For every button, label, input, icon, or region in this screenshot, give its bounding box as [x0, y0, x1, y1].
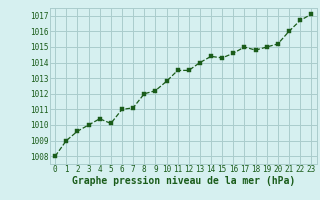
X-axis label: Graphe pression niveau de la mer (hPa): Graphe pression niveau de la mer (hPa): [72, 176, 295, 186]
